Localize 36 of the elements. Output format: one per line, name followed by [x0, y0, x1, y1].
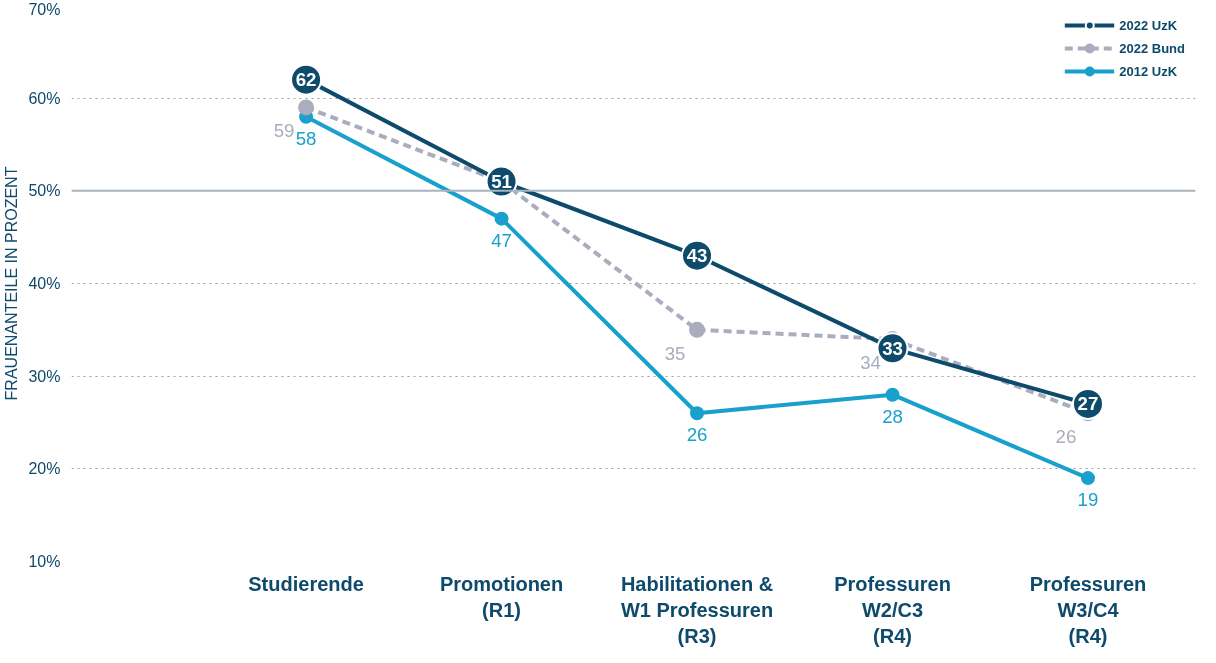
- x-tick-label: Promotionen (R1): [439, 572, 564, 621]
- data-label: 51: [491, 171, 512, 193]
- y-tick-label: 70%: [28, 0, 61, 18]
- point: [1080, 471, 1095, 486]
- y-tick-label: 10%: [28, 553, 61, 570]
- data-label: 58: [295, 127, 317, 149]
- point: [689, 321, 706, 338]
- data-label: 27: [1077, 393, 1099, 415]
- data-label: 28: [882, 405, 903, 427]
- y-tick-label: 30%: [28, 367, 61, 385]
- y-tick-label: 50%: [28, 182, 61, 200]
- data-label: 59: [273, 120, 295, 142]
- x-tick-label: Habilitationen & W1 Professuren (R3): [620, 572, 774, 648]
- y-tick-label: 60%: [28, 89, 61, 107]
- data-label: 26: [686, 424, 708, 446]
- point: [885, 387, 900, 402]
- data-label: 43: [686, 245, 708, 267]
- data-label: 19: [1077, 489, 1099, 511]
- x-tick-label: Studierende: [248, 572, 364, 595]
- point: [494, 211, 509, 226]
- point: [298, 99, 315, 116]
- y-axis-title: FRAUENANTEILE IN PROZENT: [3, 166, 21, 401]
- legend-label: 2022 Bund: [1119, 40, 1185, 56]
- legend-label: 2022 UzK: [1119, 17, 1178, 33]
- data-label: 33: [882, 337, 903, 359]
- legend-label: 2012 UzK: [1119, 63, 1178, 79]
- data-label: 62: [295, 69, 317, 91]
- point: [690, 406, 705, 421]
- y-tick-label: 40%: [28, 275, 61, 292]
- data-label: 34: [860, 352, 881, 374]
- data-label: 26: [1055, 426, 1077, 448]
- x-tick-label: Professuren W3/C4 (R4): [1029, 572, 1147, 648]
- x-tick-label: Professuren W2/C3 (R4): [834, 572, 951, 648]
- y-tick-label: 20%: [28, 460, 61, 478]
- data-label: 35: [664, 342, 686, 364]
- data-label: 47: [491, 229, 512, 251]
